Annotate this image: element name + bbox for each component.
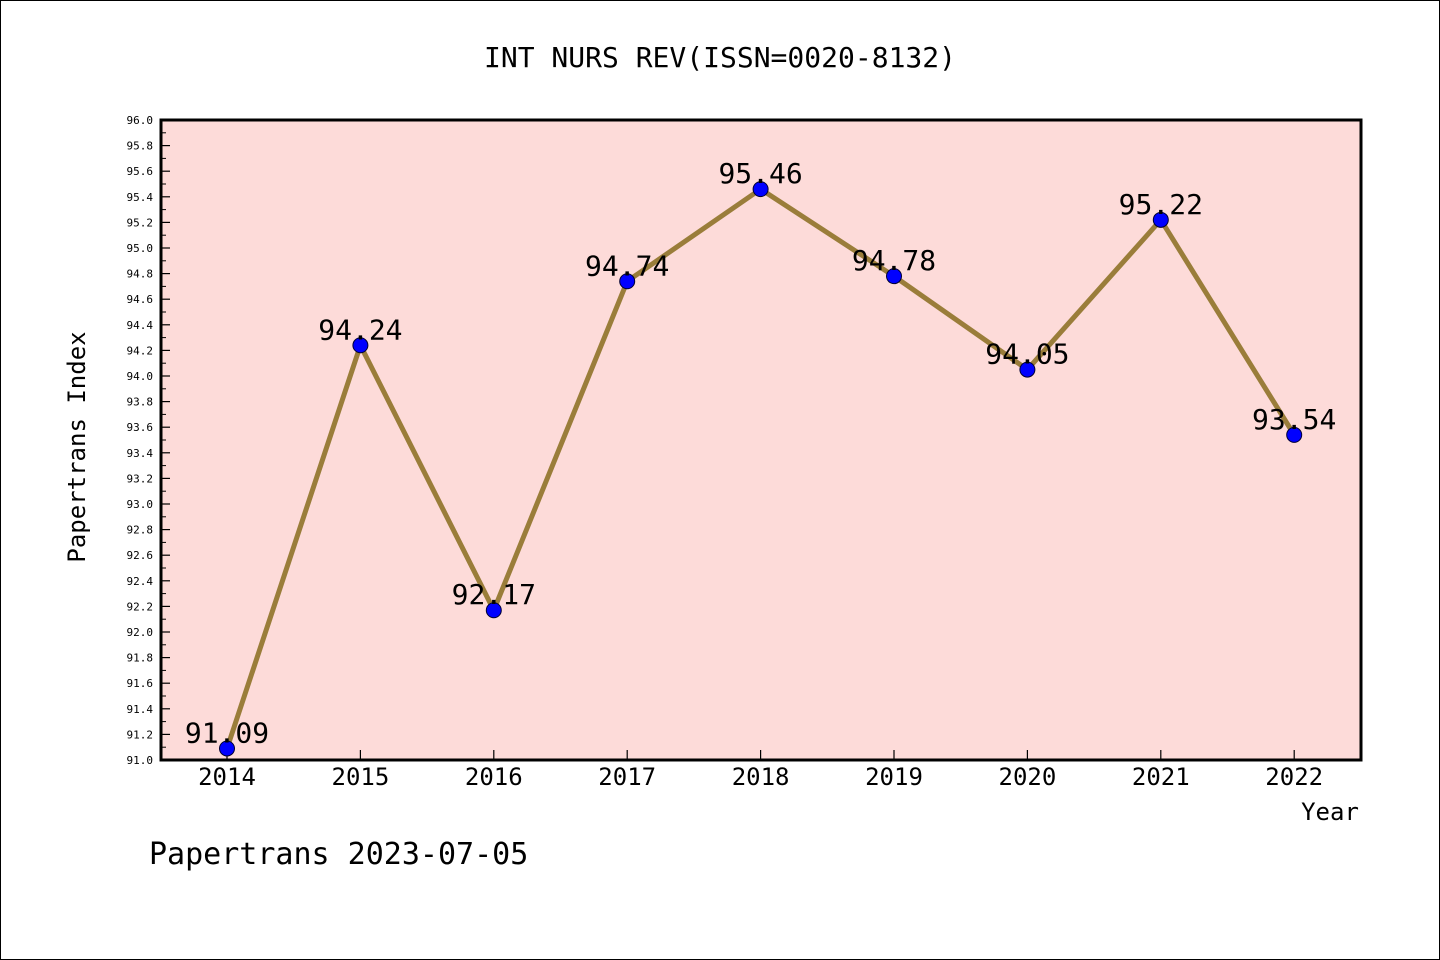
y-tick-label: 91.0 [127, 754, 154, 767]
x-tick-label: 2022 [1265, 763, 1323, 791]
data-point [1019, 361, 1036, 378]
y-tick-label: 92.2 [127, 600, 154, 613]
x-tick-label: 2021 [1132, 763, 1190, 791]
y-tick-label: 92.0 [127, 626, 154, 639]
plot-border [159, 118, 1363, 762]
data-point [485, 602, 502, 619]
x-tick-label: 2017 [598, 763, 656, 791]
data-point [1152, 211, 1169, 228]
data-label: 94.74 [585, 249, 669, 282]
x-tick-label: 2020 [999, 763, 1057, 791]
y-tick-label: 95.4 [127, 191, 154, 204]
x-tick-label: 2018 [732, 763, 790, 791]
data-label: 91.09 [185, 716, 269, 749]
y-tick-label: 91.4 [127, 703, 154, 716]
data-label: 94.05 [985, 338, 1069, 371]
y-axis-label: Papertrans Index [63, 331, 91, 562]
data-labels-group: 91.09 94.24 92.17 94.74 95.46 94.78 94.05 95.22… [185, 157, 1336, 749]
y-tick-label: 95.6 [127, 165, 154, 178]
y-tick-label: 95.2 [127, 216, 154, 229]
y-tick-label: 93.4 [127, 447, 154, 460]
x-tick-label: 2019 [865, 763, 923, 791]
y-tick-label: 93.8 [127, 396, 154, 409]
y-tick-label: 91.8 [127, 652, 154, 665]
y-tick-label: 91.2 [127, 728, 154, 741]
y-axis: 91.0 91.2 91.4 91.6 91.8 92.0 92.2 92.4 92.6 92.8… [127, 114, 170, 767]
data-point [1286, 426, 1303, 443]
x-tick-label: 2016 [465, 763, 523, 791]
data-label: 93.54 [1252, 403, 1336, 436]
data-point [619, 273, 636, 290]
y-tick-label: 94.8 [127, 268, 154, 281]
y-tick-label: 93.0 [127, 498, 154, 511]
data-label: 94.78 [852, 244, 936, 277]
data-label: 94.24 [318, 313, 402, 346]
x-tick-label: 2014 [198, 763, 256, 791]
y-tick-label: 95.8 [127, 140, 154, 153]
data-point [752, 181, 769, 198]
data-label: 92.17 [452, 578, 536, 611]
x-axis: 2014 2015 2016 2017 2018 2019 2020 2021 2022 [198, 750, 1323, 791]
y-tick-label: 92.6 [127, 549, 154, 562]
data-label: 95.22 [1119, 188, 1203, 221]
data-point [886, 268, 902, 285]
y-tick-label: 95.0 [127, 242, 154, 255]
y-tick-label: 93.2 [127, 472, 154, 485]
y-tick-label: 94.6 [127, 293, 154, 306]
y-tick-label: 94.2 [127, 344, 154, 357]
footer-text: Papertrans 2023-07-05 [149, 837, 528, 872]
y-tick-label: 92.4 [127, 575, 154, 588]
data-label: 95.46 [718, 157, 802, 190]
markers-group [219, 181, 1303, 757]
data-point [352, 337, 369, 354]
chart-title: INT NURS REV(ISSN=0020-8132) [484, 41, 956, 74]
y-tick-label: 91.6 [127, 677, 154, 690]
data-point [219, 740, 235, 757]
y-tick-label: 93.6 [127, 421, 154, 434]
y-tick-label: 92.8 [127, 524, 154, 537]
x-axis-label: Year [1301, 798, 1359, 826]
x-tick-label: 2015 [332, 763, 390, 791]
y-tick-label: 94.4 [127, 319, 154, 332]
y-tick-label: 94.0 [127, 370, 154, 383]
y-tick-label: 96.0 [127, 114, 154, 127]
